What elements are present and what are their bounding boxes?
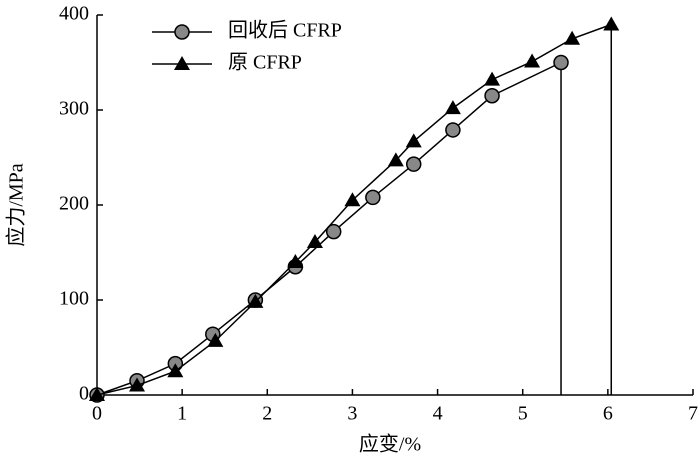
y-tick-label: 400 xyxy=(59,3,89,25)
marker xyxy=(603,16,620,31)
marker xyxy=(564,30,581,45)
y-tick-label: 200 xyxy=(59,193,89,215)
x-axis-label: 应变/% xyxy=(359,433,421,456)
x-tick-label: 6 xyxy=(603,403,613,425)
marker xyxy=(553,54,569,71)
marker xyxy=(287,254,304,268)
marker xyxy=(306,234,323,249)
marker xyxy=(344,192,361,207)
x-tick-label: 0 xyxy=(92,403,102,425)
legend-marker xyxy=(174,56,190,70)
x-tick-label: 1 xyxy=(177,403,187,425)
y-axis-label: 应力/MPa xyxy=(5,163,28,246)
marker xyxy=(405,133,422,148)
x-tick-label: 7 xyxy=(688,403,698,425)
marker xyxy=(129,377,146,392)
y-tick-label: 300 xyxy=(59,98,89,120)
y-tick-label: 100 xyxy=(59,288,89,310)
legend-label: 回收后 CFRP xyxy=(228,19,342,42)
x-tick-label: 5 xyxy=(518,403,528,425)
marker xyxy=(89,387,105,401)
x-tick-label: 3 xyxy=(347,403,357,425)
x-tick-label: 2 xyxy=(262,403,272,425)
legend-marker xyxy=(174,24,190,40)
marker xyxy=(524,53,541,68)
marker xyxy=(365,189,381,206)
marker xyxy=(445,122,461,138)
marker xyxy=(484,71,501,86)
x-tick-label: 4 xyxy=(433,403,443,425)
series-line xyxy=(96,23,612,396)
marker xyxy=(387,152,404,167)
marker xyxy=(325,223,342,240)
marker xyxy=(484,88,500,104)
marker xyxy=(444,100,461,115)
y-tick-label: 0 xyxy=(79,383,89,405)
marker xyxy=(405,156,422,172)
legend-label: 原 CFRP xyxy=(228,52,302,74)
marker xyxy=(207,332,224,347)
marker xyxy=(167,363,184,378)
marker xyxy=(247,293,264,308)
